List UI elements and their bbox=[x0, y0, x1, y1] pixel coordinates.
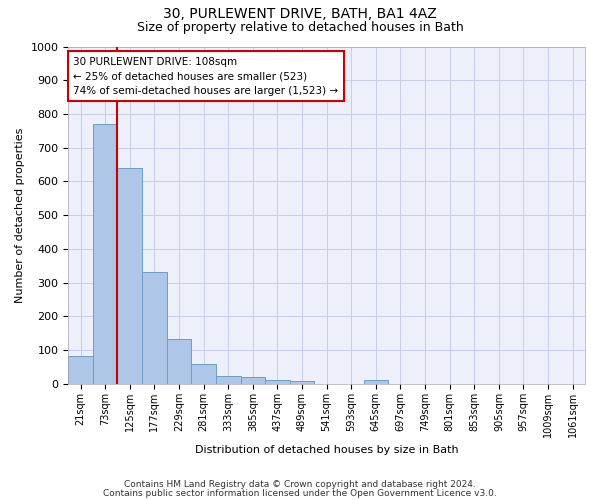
Text: Contains public sector information licensed under the Open Government Licence v3: Contains public sector information licen… bbox=[103, 490, 497, 498]
Bar bbox=[241, 377, 265, 384]
Bar bbox=[93, 124, 118, 384]
Bar bbox=[265, 380, 290, 384]
Text: 30 PURLEWENT DRIVE: 108sqm
← 25% of detached houses are smaller (523)
74% of sem: 30 PURLEWENT DRIVE: 108sqm ← 25% of deta… bbox=[73, 56, 338, 96]
Bar bbox=[167, 339, 191, 384]
Bar bbox=[68, 356, 93, 384]
Bar bbox=[142, 272, 167, 384]
Bar bbox=[191, 364, 216, 384]
Bar bbox=[118, 168, 142, 384]
Text: Contains HM Land Registry data © Crown copyright and database right 2024.: Contains HM Land Registry data © Crown c… bbox=[124, 480, 476, 489]
Bar bbox=[216, 376, 241, 384]
Bar bbox=[364, 380, 388, 384]
Y-axis label: Number of detached properties: Number of detached properties bbox=[15, 128, 25, 303]
Text: 30, PURLEWENT DRIVE, BATH, BA1 4AZ: 30, PURLEWENT DRIVE, BATH, BA1 4AZ bbox=[163, 8, 437, 22]
Text: Size of property relative to detached houses in Bath: Size of property relative to detached ho… bbox=[137, 21, 463, 34]
Bar bbox=[290, 381, 314, 384]
X-axis label: Distribution of detached houses by size in Bath: Distribution of detached houses by size … bbox=[195, 445, 458, 455]
